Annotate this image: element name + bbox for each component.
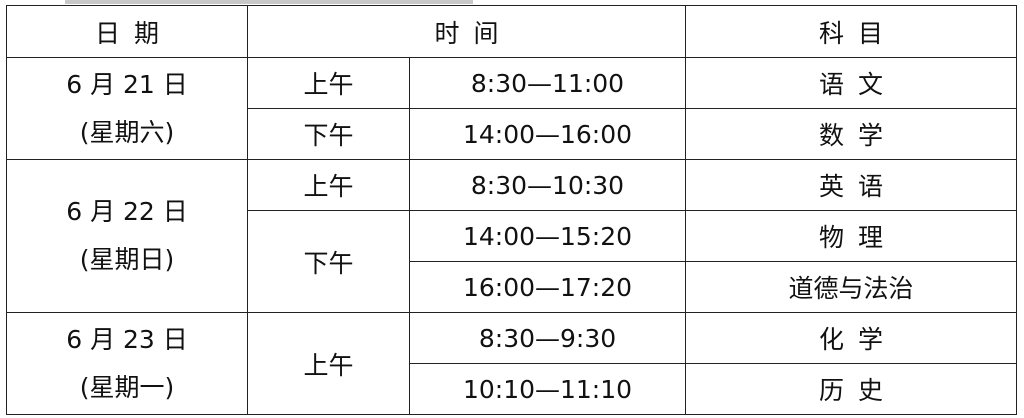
header-date: 日期: [6, 5, 248, 58]
scrollbar[interactable]: [65, 0, 473, 4]
table-row: 6 月 21 日 (星期六) 上午 8:30—11:00 语文: [6, 57, 1018, 160]
period: 上午: [247, 159, 410, 211]
period: 下午: [247, 108, 410, 160]
weekday: (星期六): [79, 117, 175, 147]
date-cell: 6 月 23 日 (星期一): [6, 312, 248, 415]
date: 6 月 23 日: [66, 324, 188, 354]
time: 8:30—10:30: [408, 159, 687, 211]
header-time: 时间: [246, 5, 687, 58]
subject: 语文: [685, 57, 1018, 109]
date: 6 月 22 日: [66, 197, 188, 226]
period: 下午: [247, 210, 410, 313]
subject: 数学: [685, 108, 1018, 160]
time: 10:10—11:10: [408, 363, 687, 415]
subject: 历史: [685, 363, 1018, 415]
subject: 物理: [685, 210, 1018, 262]
header-row: 日期 时间 科目: [6, 5, 1018, 58]
period: 上午: [247, 312, 410, 415]
time: 14:00—16:00: [408, 108, 687, 160]
table-row: 6 月 23 日 (星期一) 上午 8:30—9:30 化学: [6, 312, 1018, 415]
time: 16:00—17:20: [408, 261, 687, 313]
time: 8:30—9:30: [408, 312, 687, 364]
date-cell: 6 月 22 日 (星期日): [6, 159, 248, 313]
time: 8:30—11:00: [408, 57, 687, 109]
table-row: 6 月 22 日 (星期日) 上午 8:30—10:30 英语: [6, 159, 1018, 313]
subject: 化学: [685, 312, 1018, 364]
header-subject: 科目: [685, 5, 1018, 58]
subject: 道德与法治: [685, 261, 1018, 313]
period: 上午: [247, 57, 410, 109]
table-row: 10:10—11:10 历史: [7, 363, 1018, 415]
subject: 英语: [685, 159, 1018, 211]
time: 14:00—15:20: [408, 210, 687, 262]
table-row: 下午 14:00—16:00 数学: [7, 108, 1018, 160]
weekday: (星期一): [79, 372, 175, 402]
exam-schedule-table: 日期 时间 科目 6 月 21 日 (星期六) 上午 8:30—11:00 语文 …: [6, 5, 1018, 415]
date: 6 月 21 日: [66, 69, 188, 99]
date-cell: 6 月 21 日 (星期六): [6, 57, 248, 160]
weekday: (星期日): [79, 245, 175, 274]
